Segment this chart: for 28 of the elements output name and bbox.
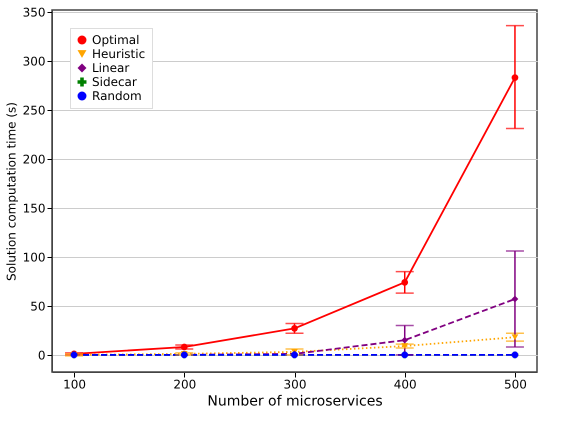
legend-label: Optimal <box>92 33 140 47</box>
legend-label: Sidecar <box>92 75 137 89</box>
x-tick-label: 400 <box>394 378 417 392</box>
y-axis-title: Solution computation time (s) <box>4 102 19 281</box>
point <box>512 74 518 81</box>
y-tick-label: 50 <box>30 299 46 314</box>
x-tick-label: 500 <box>504 378 527 392</box>
point <box>401 279 408 286</box>
y-tick-label: 150 <box>22 201 46 216</box>
point <box>180 344 188 350</box>
y-tick-label: 300 <box>22 54 46 68</box>
y-tick-label: 350 <box>22 5 46 20</box>
legend-label: Heuristic <box>92 47 146 61</box>
point <box>401 343 408 349</box>
point <box>512 296 518 302</box>
legend-label: Linear <box>92 61 130 75</box>
x-axis-title: Number of microservices <box>207 394 383 410</box>
x-tick-label: 100 <box>63 378 86 392</box>
y-tick-label: 0 <box>38 348 46 362</box>
y-tick-label: 250 <box>22 103 46 118</box>
x-tick-label: 300 <box>284 378 306 392</box>
point <box>291 325 298 332</box>
point <box>512 334 518 340</box>
y-tick-label: 100 <box>22 250 46 264</box>
y-tick-label: 200 <box>22 152 46 166</box>
x-tick-label: 200 <box>173 378 196 392</box>
legend-label: Random <box>92 89 142 103</box>
point <box>401 336 408 344</box>
